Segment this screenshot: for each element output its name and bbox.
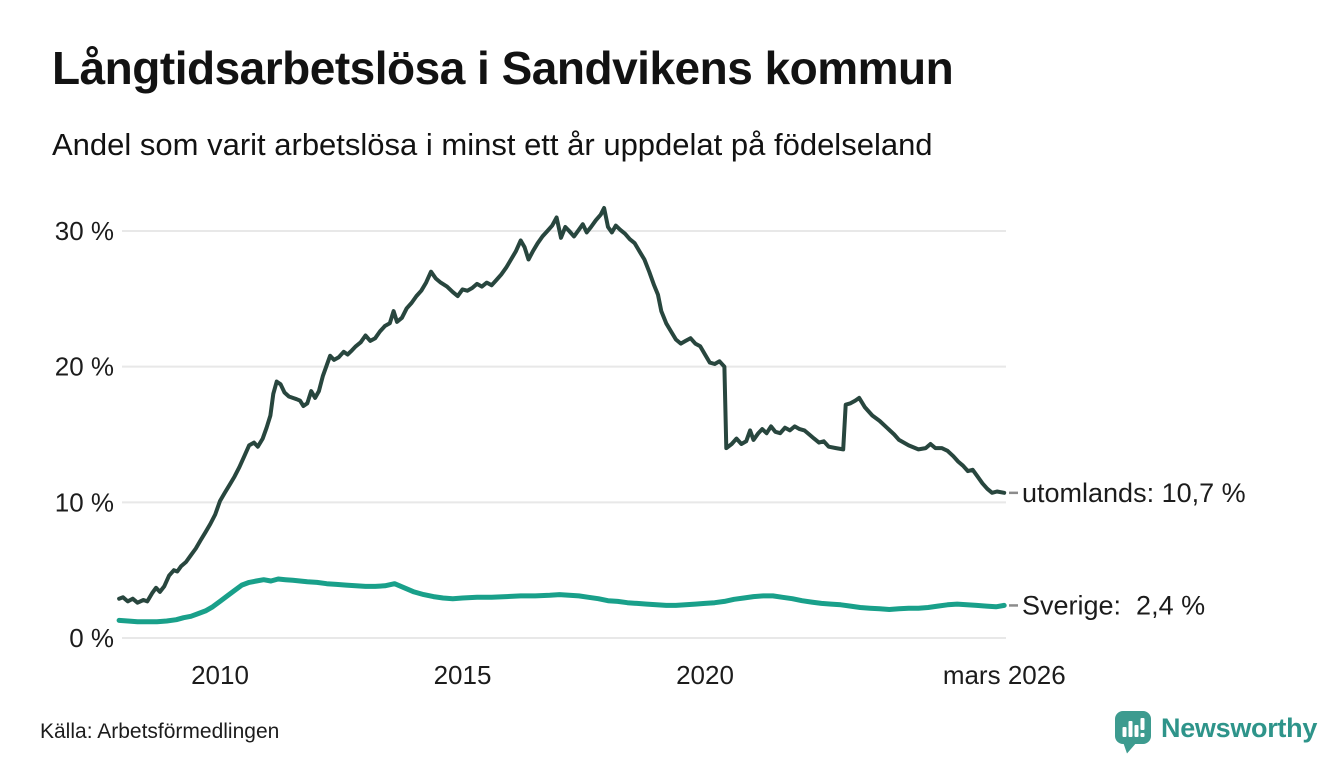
x-axis-tick-label: 2020 [676,660,734,690]
x-axis-tick-label: 2015 [434,660,492,690]
source-note: Källa: Arbetsförmedlingen [40,720,280,743]
series-line-utomlands [117,206,1007,605]
x-axis-tick-label: mars 2026 [943,660,1066,690]
series-end-label-Sverige: Sverige: 2,4 % [1022,590,1205,620]
y-axis-tick-label: 20 % [55,352,114,382]
series-line-Sverige [116,576,1007,625]
newsworthy-logo: Newsworthy [1114,707,1317,754]
newsworthy-logo-text: Newsworthy [1161,713,1318,743]
y-axis-tick-label: 10 % [55,487,114,517]
newsworthy-chart-bubble-icon [1115,711,1151,754]
x-axis-tick-label: 2010 [191,660,249,690]
page-title: Långtidsarbetslösa i Sandvikens kommun [52,42,954,94]
page-subtitle: Andel som varit arbetslösa i minst ett å… [52,127,933,162]
y-axis-tick-label: 30 % [55,216,114,246]
series-end-label-utomlands: utomlands: 10,7 % [1022,478,1246,508]
y-axis-tick-label: 0 % [69,623,114,653]
